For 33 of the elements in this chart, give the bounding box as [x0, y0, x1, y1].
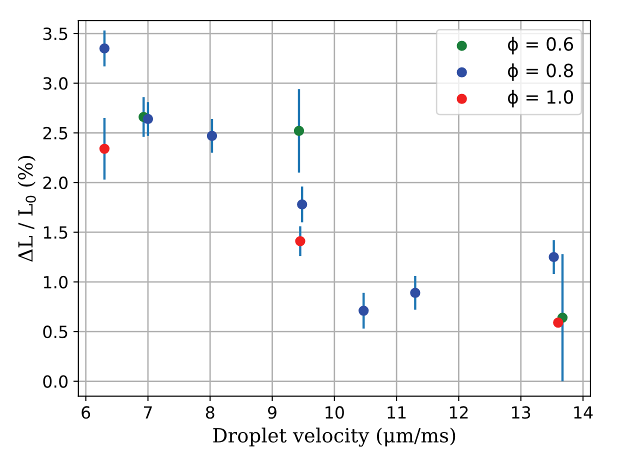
point [548, 252, 559, 262]
y-tick-label: 2.5 [43, 126, 68, 140]
point [358, 306, 369, 316]
legend-label: ϕ = 1.0 [508, 90, 574, 108]
y-tick-label: 1.0 [44, 276, 68, 288]
x-tick-label: 13 [512, 406, 530, 419]
y-tick-label: 2.0 [43, 176, 68, 190]
x-tick-label: 14 [574, 406, 593, 419]
x-tick-label: 8 [206, 406, 214, 419]
point [99, 144, 110, 154]
y-tick-label: 3.5 [43, 27, 68, 40]
x-tick-label: 12 [450, 406, 468, 419]
point [206, 130, 218, 141]
point [553, 318, 564, 328]
y-tick-label: 0.0 [43, 375, 68, 388]
y-tick-label: 3.0 [43, 77, 68, 90]
y-tick-label: 1.5 [44, 226, 68, 239]
x-tick-label: 9 [268, 406, 276, 419]
y-tick-label: 0.5 [43, 326, 68, 338]
x-tick-label: 7 [144, 406, 152, 419]
point [410, 288, 420, 298]
x-axis-title: Droplet velocity (μm/ms) [213, 428, 456, 447]
x-tick-label: 6 [82, 406, 90, 419]
point [99, 43, 110, 54]
point [295, 236, 306, 246]
legend-label: ϕ = 0.6 [508, 36, 574, 54]
x-tick-label: 11 [388, 406, 406, 419]
point [142, 114, 154, 124]
x-tick-label: 10 [326, 406, 344, 419]
point [297, 199, 308, 210]
legend-label: ϕ = 0.8 [508, 63, 573, 81]
point [294, 126, 304, 136]
y-axis-title: ΔL / L$_{0}$ (%) [18, 156, 36, 262]
